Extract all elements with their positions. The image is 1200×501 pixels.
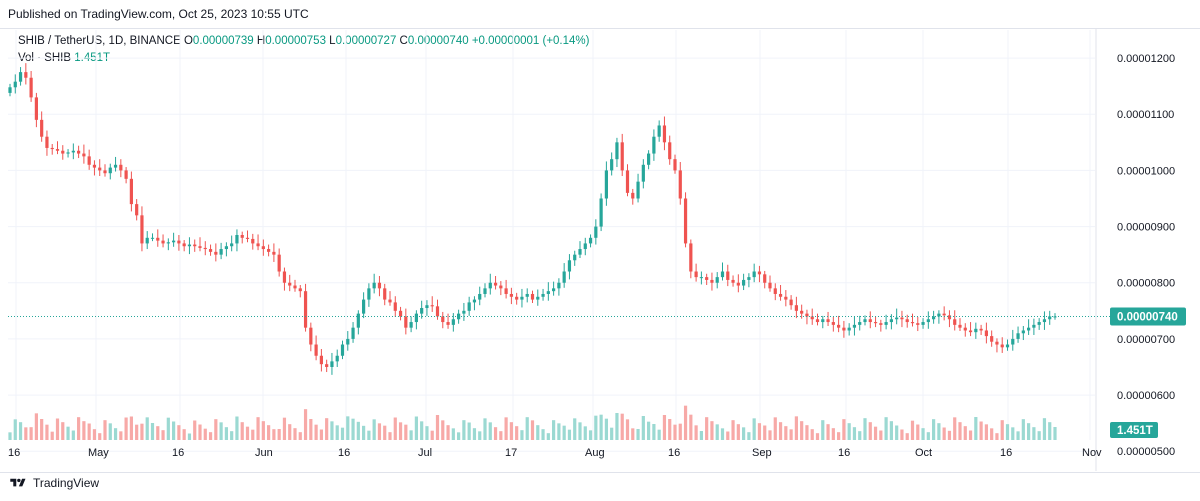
volume-legend: Vol · SHIB 1.451T <box>18 52 110 64</box>
published-note: Published on TradingView.com, Oct 25, 20… <box>8 7 309 21</box>
volume-label: Vol · SHIB <box>18 52 72 64</box>
ohlc-legend: SHIB / TetherUS, 1D, BINANCE O0.00000739… <box>18 35 589 47</box>
legend-low: 0.00000727 <box>335 35 397 47</box>
legend-high-label: H <box>256 35 266 47</box>
volume-value: 1.451T <box>74 52 111 64</box>
legend-open: 0.00000739 <box>192 35 254 47</box>
legend-symbol: SHIB / TetherUS, 1D, BINANCE <box>18 35 181 47</box>
legend-low-label: L <box>329 35 336 47</box>
chart-frame <box>0 28 1200 473</box>
legend-close-label: C <box>399 35 408 47</box>
legend-close: 0.00000740 <box>407 35 469 47</box>
tradingview-logo-icon <box>10 478 26 487</box>
footer: TradingView <box>8 476 99 490</box>
legend-change: +0.00000001 (+0.14%) <box>471 35 590 47</box>
footer-brand: TradingView <box>33 476 100 490</box>
legend-high: 0.00000753 <box>265 35 326 47</box>
legend-open-label: O <box>183 35 193 47</box>
